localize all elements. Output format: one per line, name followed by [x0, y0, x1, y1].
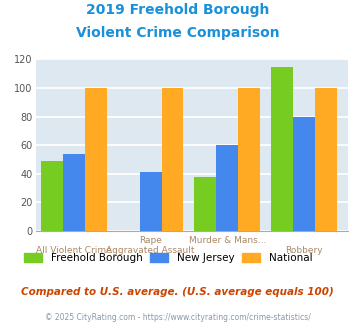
Text: Robbery: Robbery	[285, 246, 323, 255]
Text: All Violent Crime: All Violent Crime	[36, 246, 112, 255]
Bar	[271, 67, 293, 231]
Bar	[162, 88, 184, 231]
Legend: Freehold Borough, New Jersey, National: Freehold Borough, New Jersey, National	[20, 248, 317, 267]
Text: 2019 Freehold Borough: 2019 Freehold Borough	[86, 3, 269, 17]
Text: © 2025 CityRating.com - https://www.cityrating.com/crime-statistics/: © 2025 CityRating.com - https://www.city…	[45, 313, 310, 322]
Text: Compared to U.S. average. (U.S. average equals 100): Compared to U.S. average. (U.S. average …	[21, 287, 334, 297]
Text: Aggravated Assault: Aggravated Assault	[106, 246, 195, 255]
Text: Violent Crime Comparison: Violent Crime Comparison	[76, 26, 279, 40]
Bar	[195, 177, 216, 231]
Bar	[293, 116, 315, 231]
Bar	[315, 88, 337, 231]
Text: Rape: Rape	[139, 236, 162, 245]
Bar	[85, 88, 107, 231]
Bar	[63, 154, 85, 231]
Bar	[238, 88, 260, 231]
Bar	[140, 172, 162, 231]
Text: Murder & Mans...: Murder & Mans...	[189, 236, 266, 245]
Bar	[41, 161, 63, 231]
Bar	[216, 145, 238, 231]
